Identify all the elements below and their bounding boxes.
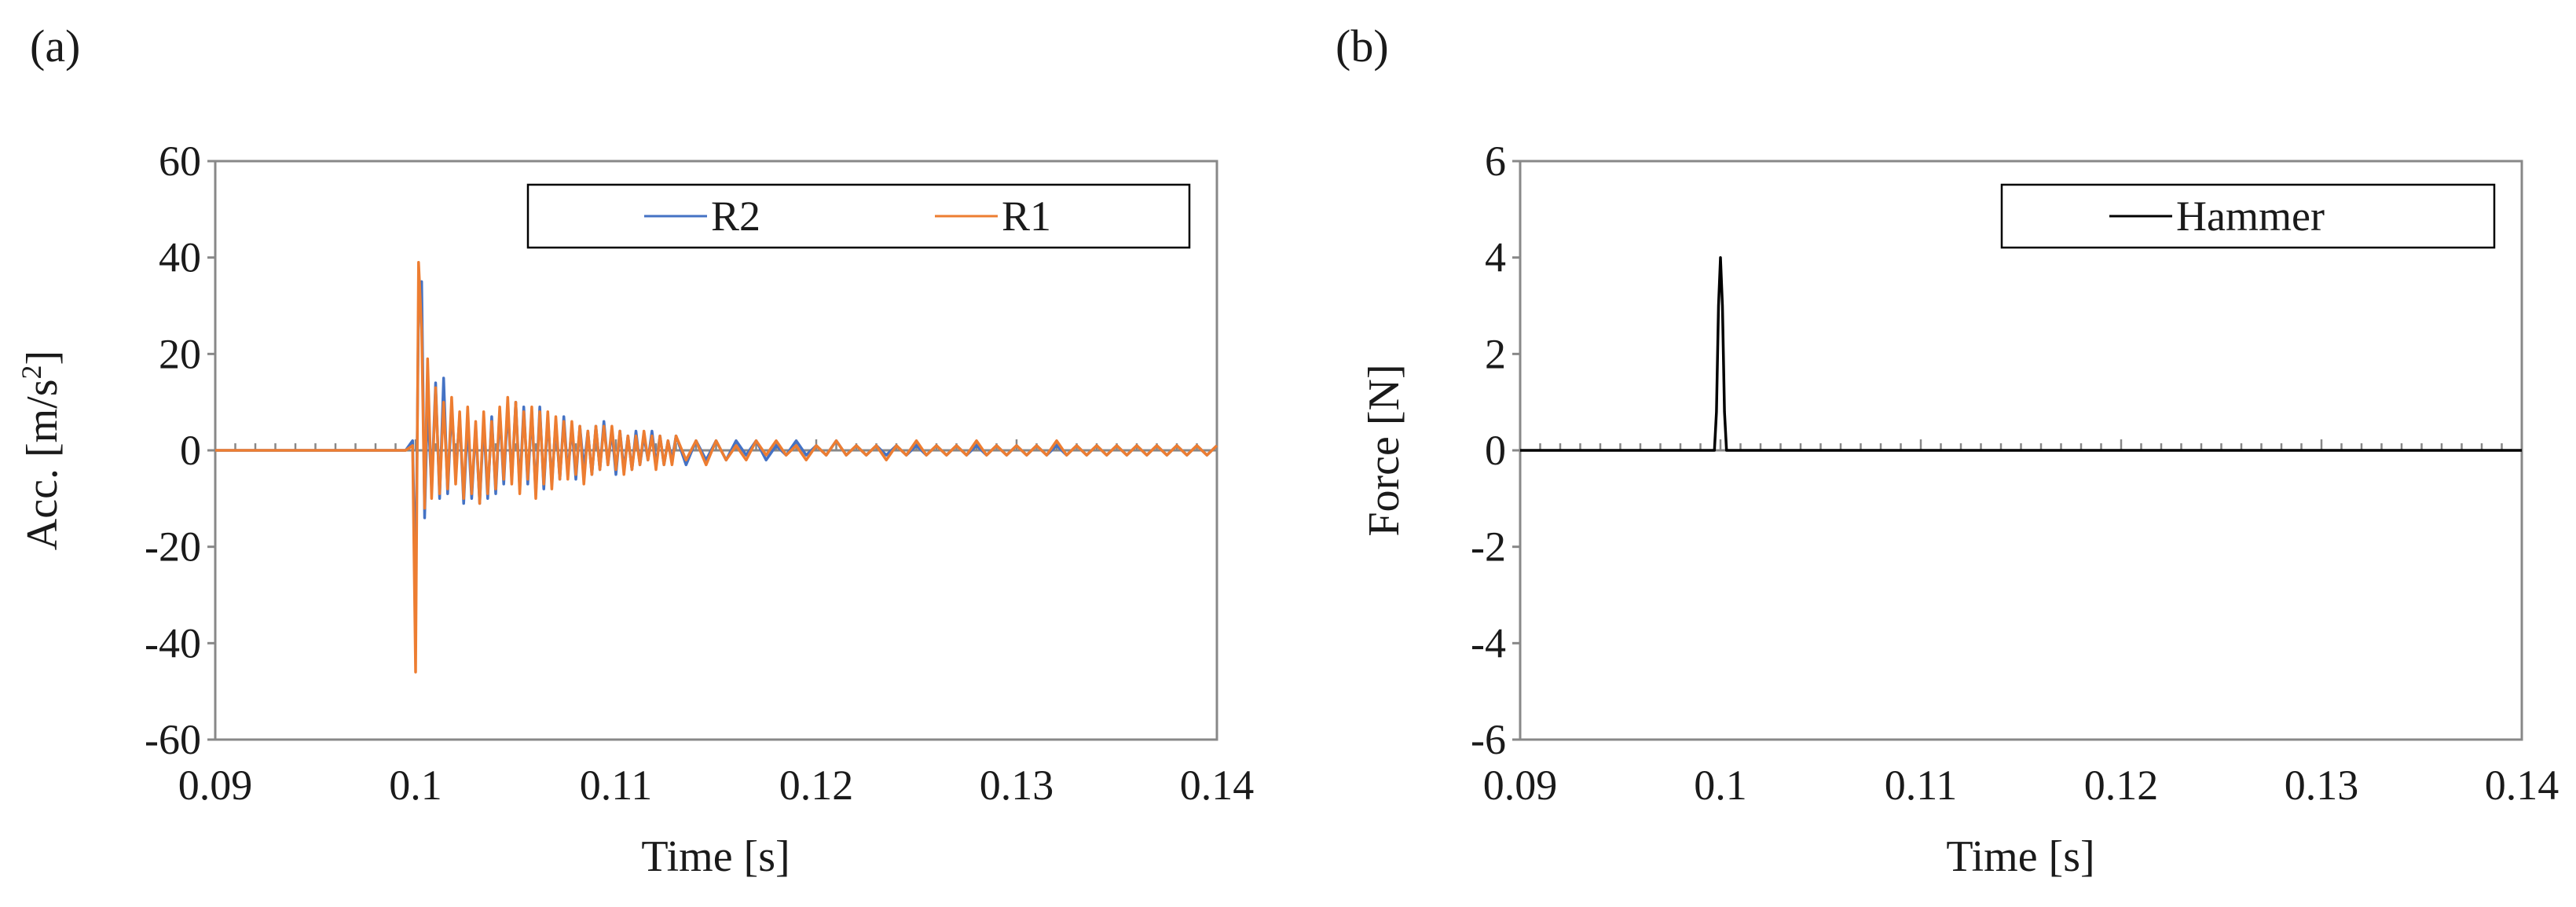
x-tick-label: 0.12 — [2084, 762, 2159, 809]
panel-label-b: (b) — [1336, 20, 1389, 72]
y-axis-title-a-prefix: Acc. [m/s — [18, 379, 67, 550]
x-axis-title-a: Time [s] — [641, 832, 790, 881]
y-axis-title-b: Force [N] — [1360, 364, 1409, 536]
y-tick-label: -20 — [145, 523, 201, 571]
legend-label-hammer: Hammer — [2176, 193, 2325, 240]
y-tick-label: 4 — [1485, 234, 1506, 281]
x-tick-label: 0.1 — [389, 762, 442, 809]
x-tick-label: 0.13 — [2285, 762, 2359, 809]
legend-box-a — [526, 183, 1191, 249]
y-tick-label: 60 — [159, 138, 201, 185]
y-tick-label: -4 — [1471, 619, 1506, 666]
y-tick-label: 6 — [1485, 138, 1506, 185]
y-tick-label: 0 — [1485, 427, 1506, 474]
y-tick-label: -6 — [1471, 716, 1506, 763]
x-tick-labels-a: 0.09 0.1 0.11 0.12 0.13 0.14 — [178, 762, 1255, 809]
x-tick-label: 0.12 — [779, 762, 854, 809]
x-tick-label: 0.1 — [1694, 762, 1747, 809]
legend-label-r2: R2 — [711, 193, 760, 240]
series-line-hammer — [1520, 255, 2522, 452]
x-tick-label: 0.14 — [2485, 762, 2560, 809]
x-tick-label: 0.14 — [1180, 762, 1255, 809]
y-tick-labels-b: 6 4 2 0 -2 -4 -6 — [1471, 138, 1520, 763]
x-tick-label: 0.09 — [178, 762, 253, 809]
series-group-a — [215, 261, 1218, 674]
y-tick-label: 0 — [180, 427, 201, 474]
legend-a: R2 R1 — [526, 183, 1191, 249]
y-tick-label: -40 — [145, 619, 201, 666]
series-line-r1 — [215, 261, 1218, 674]
series-group-b — [1520, 255, 2522, 452]
y-axis-title-a-superscript: 2 — [16, 365, 47, 379]
x-tick-label: 0.13 — [980, 762, 1054, 809]
x-tick-labels-b: 0.09 0.1 0.11 0.12 0.13 0.14 — [1483, 762, 2560, 809]
chart-b: 6 4 2 0 -2 -4 -6 0.09 0.1 0.11 0.12 0.13 0.14 Time … — [1360, 138, 2559, 881]
panel-label-a: (a) — [30, 20, 80, 72]
x-axis-title-b: Time [s] — [1946, 832, 2094, 881]
y-tick-label: 40 — [159, 234, 201, 281]
x-tick-label: 0.11 — [580, 762, 653, 809]
y-tick-label: -2 — [1471, 523, 1506, 571]
x-tick-label: 0.09 — [1483, 762, 1558, 809]
x-tick-label: 0.11 — [1885, 762, 1958, 809]
y-tick-label: 20 — [159, 330, 201, 377]
y-tick-labels-a: 60 40 20 0 -20 -40 -60 — [145, 138, 215, 763]
legend-b: Hammer — [2000, 183, 2496, 249]
y-axis-title-a-suffix: ] — [18, 351, 67, 365]
legend-box-b — [2000, 183, 2496, 249]
legend-label-r1: R1 — [1002, 193, 1051, 240]
y-axis-title-a: Acc. [m/s2] — [16, 351, 67, 550]
y-tick-label: 2 — [1485, 330, 1506, 377]
y-tick-label: -60 — [145, 716, 201, 763]
chart-a: 60 40 20 0 -20 -40 -60 0.09 0.1 0.11 0.12 0.13 0.14… — [16, 138, 1254, 881]
